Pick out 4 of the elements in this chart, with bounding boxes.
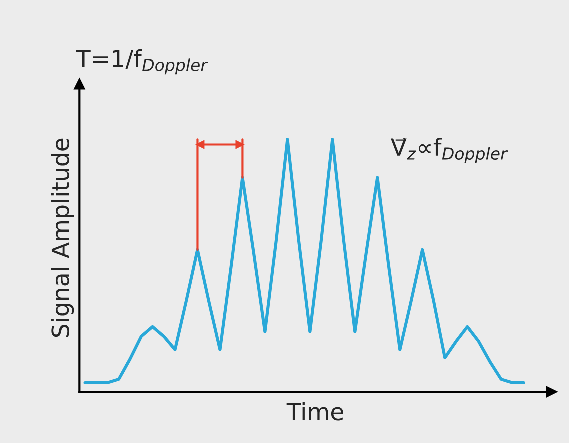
x-axis-title: Time: [286, 402, 344, 421]
text: T=1/f$_{Doppler}$: [76, 49, 208, 75]
annotation: V⃗$_{z}$∝f$_{Doppler}$: [391, 138, 508, 164]
y-axis-title: Signal Amplitude: [51, 138, 74, 338]
